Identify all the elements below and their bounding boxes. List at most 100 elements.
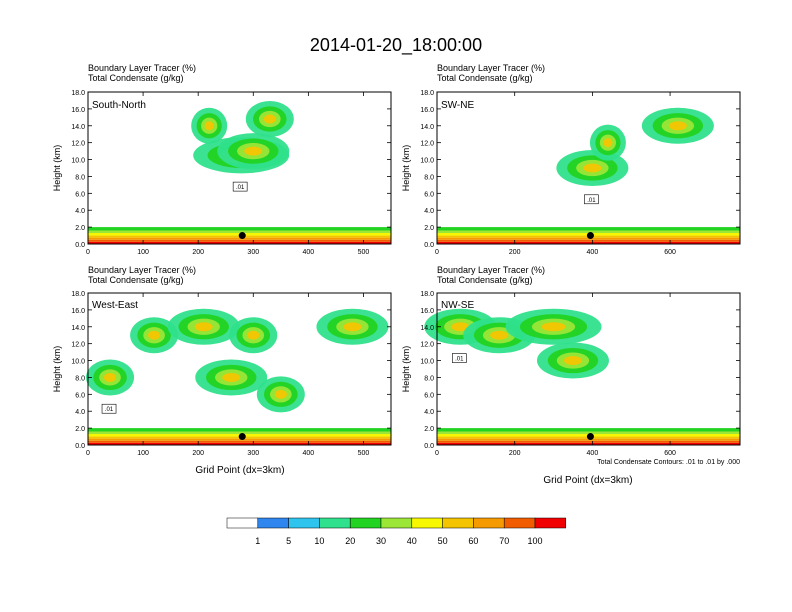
y-tick-label: 0.0 <box>424 443 434 450</box>
y-tick-label: 0.0 <box>75 242 85 249</box>
x-tick-label: 200 <box>509 450 521 457</box>
y-tick-label: 14.0 <box>71 325 85 332</box>
y-tick-label: 6.0 <box>75 392 85 399</box>
colorbar-label: 70 <box>499 536 509 546</box>
y-tick-label: 6.0 <box>424 392 434 399</box>
y-tick-label: 4.0 <box>424 208 434 215</box>
tracer-band <box>88 241 391 244</box>
y-axis-label: Height (km) <box>401 346 411 393</box>
contour-label: .01 <box>236 185 245 191</box>
panel-south-north: Boundary Layer Tracer (%) Total Condensa… <box>52 63 392 256</box>
y-tick-label: 6.0 <box>424 191 434 198</box>
contour-label-box <box>584 194 599 205</box>
y-tick-label: 10.0 <box>420 359 434 366</box>
x-tick-label: 400 <box>303 450 315 457</box>
colorbar-label: 20 <box>345 536 355 546</box>
tracer-plume <box>244 146 263 156</box>
y-tick-label: 8.0 <box>424 174 434 181</box>
y-tick-label: 4.0 <box>424 409 434 416</box>
y-tick-label: 6.0 <box>75 191 85 198</box>
colorbar-label: 10 <box>314 536 324 546</box>
figure-title: 2014-01-20_18:00:00 <box>310 35 482 56</box>
y-axis-label: Height (km) <box>401 145 411 192</box>
panel-header-line2: Total Condensate (g/kg) <box>437 275 533 285</box>
colorbar-swatch <box>473 517 505 529</box>
tracer-band <box>437 431 740 435</box>
y-tick-label: 0.0 <box>424 242 434 249</box>
y-axis-label: Height (km) <box>52 145 62 192</box>
x-tick-label: 100 <box>137 249 149 256</box>
tracer-plume <box>563 356 582 366</box>
tracer-plume <box>603 138 613 148</box>
colorbar-swatch <box>349 517 382 529</box>
y-tick-label: 8.0 <box>424 375 434 382</box>
panel-nw-se: Boundary Layer Tracer (%) Total Condensa… <box>401 265 741 486</box>
tracer-band <box>437 241 740 244</box>
location-marker <box>586 433 594 441</box>
y-tick-label: 16.0 <box>420 308 434 315</box>
tracer-plume <box>583 163 602 173</box>
y-tick-label: 18.0 <box>420 291 434 298</box>
tracer-band <box>437 227 740 231</box>
tracer-band <box>88 237 391 240</box>
tracer-band <box>88 438 391 441</box>
panel-header-line1: Boundary Layer Tracer (%) <box>88 63 196 73</box>
tracer-plume <box>104 372 117 382</box>
contour-label-box <box>101 403 117 414</box>
colorbar-swatch <box>534 517 567 529</box>
panel-header-line2: Total Condensate (g/kg) <box>437 73 533 83</box>
colorbar-label: 5 <box>286 536 291 546</box>
x-axis-label: Grid Point (dx=3km) <box>195 465 284 476</box>
panel-header-line2: Total Condensate (g/kg) <box>88 73 184 83</box>
plot-frame <box>436 91 741 245</box>
location-marker <box>238 232 246 240</box>
condensate-field: .01 <box>424 308 740 445</box>
tracer-band <box>437 428 740 432</box>
y-tick-label: 16.0 <box>71 107 85 114</box>
tracer-band <box>437 438 740 441</box>
tracer-band <box>88 431 391 435</box>
x-tick-label: 400 <box>587 450 599 457</box>
contour-label: .01 <box>455 357 464 363</box>
panel-header-line2: Total Condensate (g/kg) <box>88 275 184 285</box>
tracer-band <box>437 237 740 240</box>
x-tick-label: 0 <box>435 450 439 457</box>
y-tick-label: 16.0 <box>71 308 85 315</box>
tracer-band <box>437 239 740 242</box>
tracer-plume <box>204 121 214 131</box>
y-tick-label: 18.0 <box>71 291 85 298</box>
tracer-plume <box>541 322 566 332</box>
x-tick-label: 600 <box>664 249 676 256</box>
colorbar-swatch <box>226 517 259 529</box>
y-tick-label: 14.0 <box>71 124 85 131</box>
condensate-field: .01 <box>437 107 740 244</box>
tracer-band <box>88 227 391 231</box>
x-tick-label: 200 <box>509 249 521 256</box>
axes: 0.0 2.0 4.0 6.0 8.0 10.0 12.0 14.0 16.0 18.0 0 100 2… <box>71 90 391 256</box>
plot-frame <box>436 292 741 446</box>
y-tick-label: 10.0 <box>71 158 85 165</box>
y-tick-label: 4.0 <box>75 409 85 416</box>
colorbar-label: 60 <box>468 536 478 546</box>
condensate-field: .01 <box>88 101 391 244</box>
tracer-plume <box>263 114 276 124</box>
contour-label-box <box>452 353 467 363</box>
y-tick-label: 4.0 <box>75 208 85 215</box>
tracer-plume <box>247 330 260 340</box>
colorbar-swatch <box>503 517 536 529</box>
y-tick-label: 8.0 <box>75 375 85 382</box>
tracer-band <box>437 442 740 445</box>
y-tick-label: 12.0 <box>420 141 434 148</box>
location-marker <box>586 232 594 240</box>
x-tick-label: 400 <box>303 249 315 256</box>
location-marker <box>238 433 246 441</box>
colorbar-swatch <box>257 517 289 529</box>
x-tick-label: 600 <box>664 450 676 457</box>
tracer-band <box>88 442 391 445</box>
tracer-plume <box>222 372 241 382</box>
colorbar-swatch <box>288 517 320 529</box>
condensate-field: .01 <box>86 308 391 445</box>
tracer-plume <box>194 322 213 332</box>
tracer-plume <box>490 330 509 340</box>
tracer-band <box>88 239 391 242</box>
